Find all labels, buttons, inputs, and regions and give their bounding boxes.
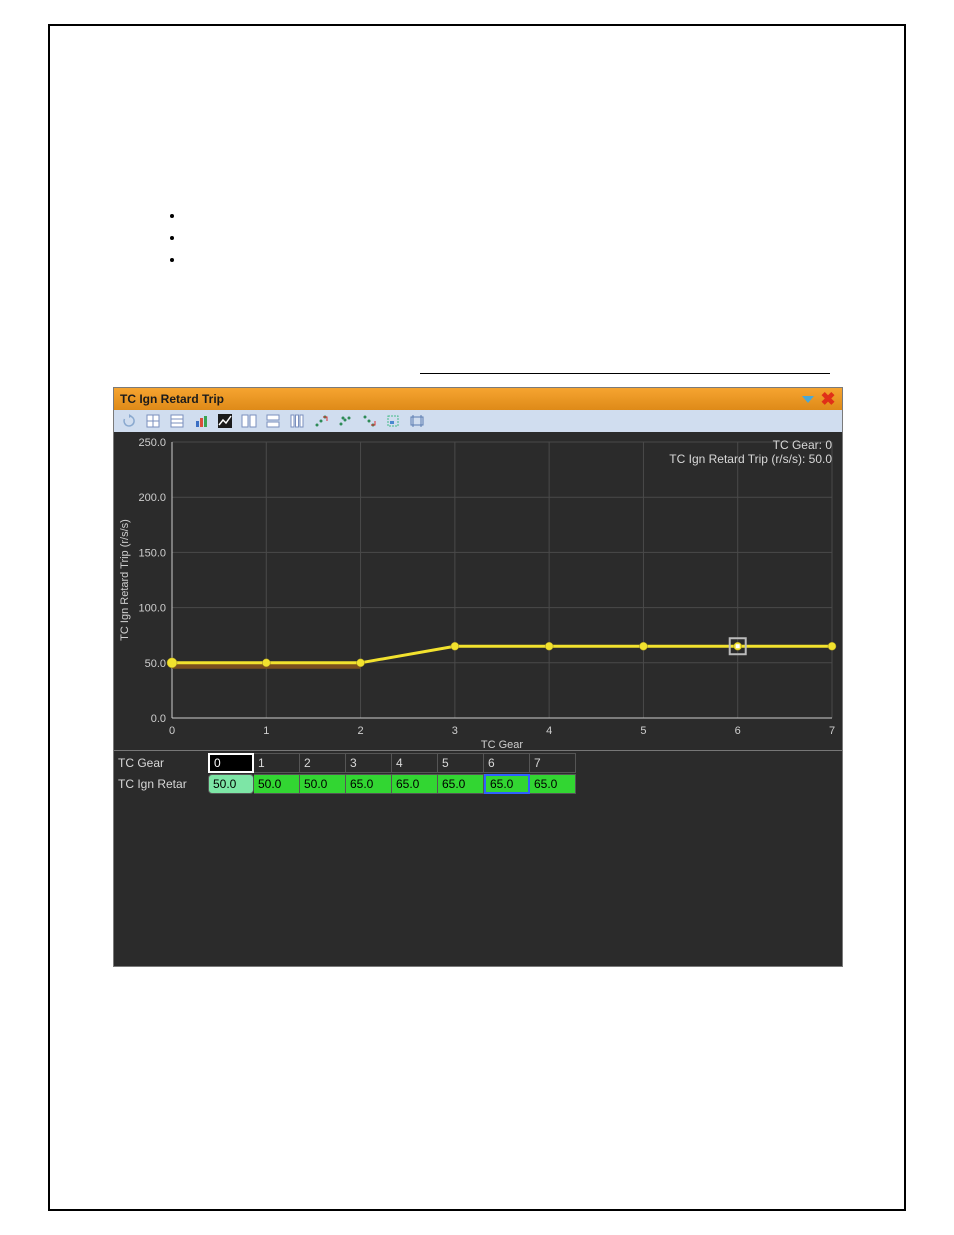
svg-text:5: 5 [640,725,646,737]
table-header-cell[interactable]: 5 [438,753,484,773]
grid-icon[interactable] [142,412,164,430]
panel-titlebar[interactable]: TC Ign Retard Trip ✖ [114,388,842,410]
panel-toolbar [114,410,842,432]
zoom-region-icon[interactable] [382,412,404,430]
table-header-cell[interactable]: 4 [392,753,438,773]
table-header-cell[interactable]: 3 [346,753,392,773]
line-chart-icon[interactable] [214,412,236,430]
zoom-fit-icon[interactable] [406,412,428,430]
table-value-cell[interactable]: 50.0 [300,774,346,794]
stacked-icon[interactable] [262,412,284,430]
scatter-up-icon[interactable] [310,412,332,430]
refresh-icon[interactable] [118,412,140,430]
svg-text:7: 7 [829,725,835,737]
table-value-row: TC Ign Retar 50.050.050.065.065.065.065.… [114,774,842,794]
table-header-cell[interactable]: 1 [254,753,300,773]
table-header-cell[interactable]: 0 [208,753,254,773]
table-value-cell[interactable]: 65.0 [484,774,530,794]
table-row-label: TC Gear [114,753,208,773]
svg-text:100.0: 100.0 [138,603,166,615]
tc-ign-retard-trip-panel: TC Ign Retard Trip ✖ [113,387,843,967]
chart-svg: 0 1 2 3 4 5 6 7 0.0 50.0 100.0 150.0 200.0 250.0 TC Ge… [114,432,844,750]
dropdown-icon[interactable] [800,391,816,407]
panel-title: TC Ign Retard Trip [120,392,796,406]
svg-text:200.0: 200.0 [138,492,166,504]
table-header-cell[interactable]: 6 [484,753,530,773]
table-row-label: TC Ign Retar [114,774,208,794]
svg-text:0: 0 [169,725,175,737]
svg-text:250.0: 250.0 [138,437,166,449]
table-header-cell[interactable]: 2 [300,753,346,773]
svg-text:6: 6 [735,725,741,737]
table-value-cell[interactable]: 50.0 [208,774,254,794]
table-header-row: TC Gear 01234567 [114,753,842,773]
svg-text:4: 4 [546,725,552,737]
bullet-list [145,207,189,273]
svg-text:50.0: 50.0 [145,658,166,670]
scatter-down-icon[interactable] [358,412,380,430]
svg-text:1: 1 [263,725,269,737]
svg-text:TC Gear: TC Gear [481,739,524,750]
table-value-cell[interactable]: 65.0 [346,774,392,794]
columns-icon[interactable] [286,412,308,430]
svg-text:2: 2 [358,725,364,737]
bullet-item [185,229,189,245]
svg-text:0.0: 0.0 [151,713,166,725]
scatter-surf-icon[interactable] [334,412,356,430]
readout-line1: TC Gear: 0 [669,438,832,452]
svg-text:3: 3 [452,725,458,737]
svg-text:150.0: 150.0 [138,547,166,559]
table-value-cell[interactable]: 65.0 [438,774,484,794]
svg-text:TC Ign Retard Trip (r/s/s): TC Ign Retard Trip (r/s/s) [119,519,131,641]
side-by-side-icon[interactable] [238,412,260,430]
close-icon[interactable]: ✖ [820,391,836,407]
bullet-item [185,251,189,267]
readout-line2: TC Ign Retard Trip (r/s/s): 50.0 [669,452,832,466]
bar-chart-icon[interactable] [190,412,212,430]
chart-area[interactable]: TC Gear: 0 TC Ign Retard Trip (r/s/s): 5… [114,432,842,750]
table-icon[interactable] [166,412,188,430]
table-value-cell[interactable]: 65.0 [392,774,438,794]
table-header-cell[interactable]: 7 [530,753,576,773]
decorative-line [420,373,830,374]
table-value-cell[interactable]: 65.0 [530,774,576,794]
data-table: TC Gear 01234567 TC Ign Retar 50.050.050… [114,750,842,966]
bullet-item [185,207,189,223]
chart-readout: TC Gear: 0 TC Ign Retard Trip (r/s/s): 5… [669,438,832,466]
table-value-cell[interactable]: 50.0 [254,774,300,794]
